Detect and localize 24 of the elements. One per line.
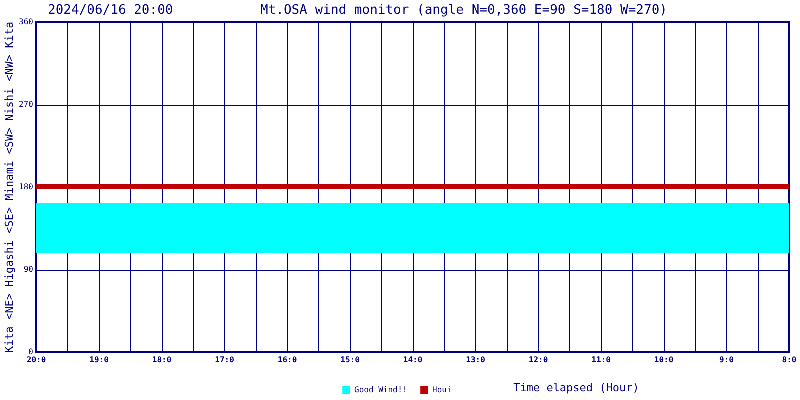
x-tick-label: 16:0 bbox=[278, 356, 298, 364]
legend-label: Good Wind!! bbox=[354, 385, 408, 394]
x-tick-label: 18:0 bbox=[152, 356, 172, 364]
x-tick-label: 9:0 bbox=[720, 356, 734, 364]
text: 2024/06/16 20:00 bbox=[48, 3, 174, 18]
y-tick-label: 270 bbox=[19, 100, 34, 109]
x-axis-title: Time elapsed (Hour) bbox=[514, 382, 640, 394]
x-tick-label: 19:0 bbox=[90, 356, 110, 364]
y-tick-label: 0 bbox=[28, 348, 34, 356]
x-tick-label: 12:0 bbox=[528, 356, 548, 364]
x-tick-label: 8:0 bbox=[782, 356, 797, 364]
x-tick-label: 17:0 bbox=[215, 356, 235, 364]
legend-label: Houi bbox=[432, 385, 452, 394]
x-tick-label: 10:0 bbox=[654, 356, 674, 364]
y-tick-label: 90 bbox=[24, 265, 34, 274]
x-tick-label: 14:0 bbox=[403, 356, 423, 364]
x-tick-label: 11:0 bbox=[592, 356, 612, 364]
chart-title: Mt.OSA wind monitor (angle N=0,360 E=90 S=180 W=270) bbox=[260, 3, 668, 18]
x-tick-label: 13:0 bbox=[466, 356, 486, 364]
y-axis-title: Kita <NE> Higashi <SE> Minami <SW> Nishi <NW> Kita bbox=[3, 22, 16, 354]
x-tick-label: 15:0 bbox=[340, 356, 360, 364]
y-tick-label: 360 bbox=[19, 18, 34, 26]
y-tick-label: 180 bbox=[19, 182, 34, 192]
x-tick-label: 20:0 bbox=[26, 356, 46, 364]
